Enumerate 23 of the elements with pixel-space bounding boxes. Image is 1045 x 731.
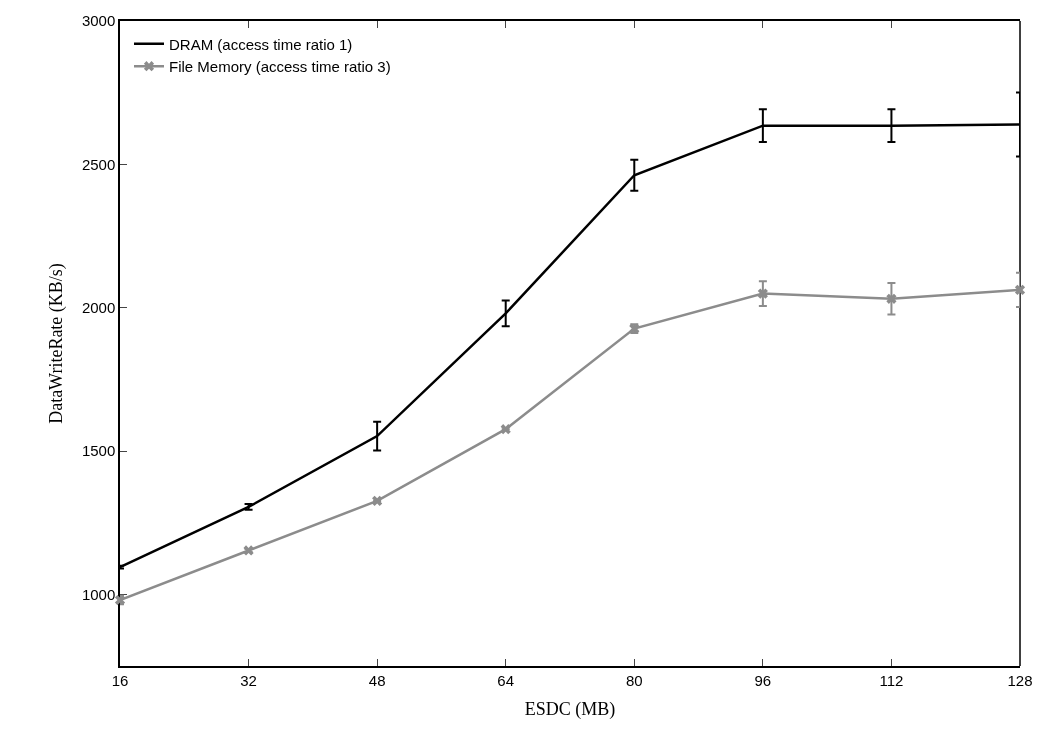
point: [1014, 284, 1026, 295]
x-tick-label: 128: [1007, 671, 1033, 689]
legend-label: File Memory (access time ratio 3): [169, 58, 391, 76]
x-tick-label: 16: [111, 671, 129, 689]
point: [372, 495, 383, 506]
x-tick-label: 96: [754, 671, 772, 689]
y-tick-label: 1500: [81, 442, 116, 460]
y-tick-label: 2000: [81, 298, 116, 316]
y-axis-title: DataWriteRate (KB/s): [45, 263, 67, 424]
y-tick-label: 1000: [81, 585, 116, 603]
point: [757, 288, 768, 299]
x-tick-label: 32: [240, 671, 257, 689]
x-tick-label: 80: [625, 671, 643, 689]
x-tick-label: 48: [368, 671, 386, 689]
x-axis-title: ESDC (MB): [524, 699, 616, 721]
y-tick-label: 3000: [81, 12, 116, 30]
point: [500, 424, 511, 435]
point: [114, 594, 126, 606]
point: [886, 293, 897, 304]
x-tick-label: 64: [497, 671, 515, 689]
legend-label: DRAM (access time ratio 1): [169, 35, 353, 53]
x-tick-label: 112: [879, 671, 904, 689]
y-tick-label: 2500: [81, 155, 116, 173]
